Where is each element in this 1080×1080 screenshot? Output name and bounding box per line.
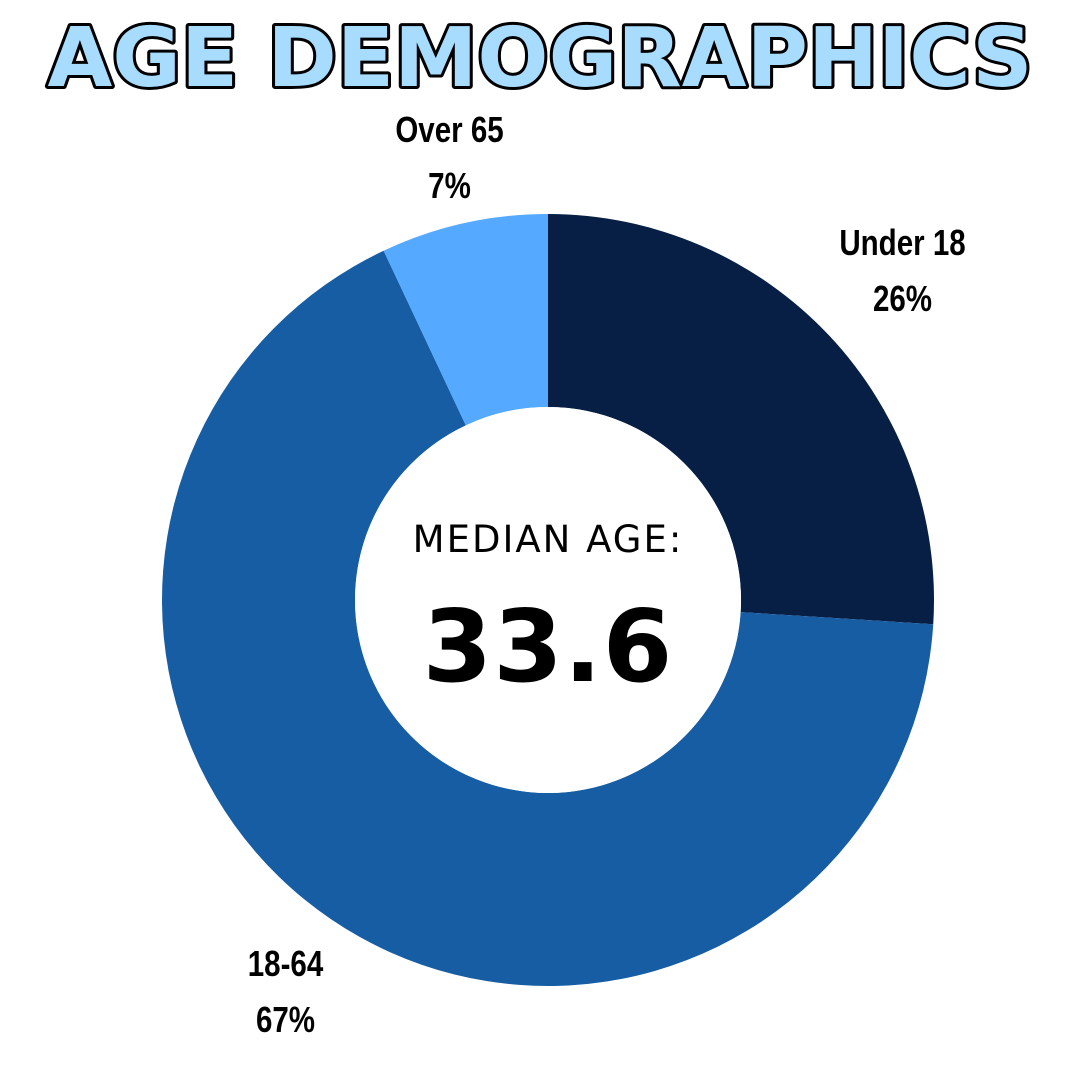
chart-title: AGE DEMOGRAPHICS <box>45 8 1036 109</box>
slice-name-under-18: Under 18 <box>839 222 966 263</box>
median-age-value: 33.6 <box>422 588 674 705</box>
donut-slice-18-64 <box>161 250 934 986</box>
slice-label-over-65: Over 65 7% <box>378 102 522 214</box>
slice-label-under-18: Under 18 26% <box>831 215 975 327</box>
slice-name-over-65: Over 65 <box>395 109 504 150</box>
title-text: AGE DEMOGRAPHICS <box>48 11 1033 106</box>
median-age-caption: MEDIAN AGE: <box>412 518 684 561</box>
slice-percent-under-18: 26% <box>872 278 933 319</box>
donut-slice-under-18 <box>548 214 934 625</box>
donut-slice-over-65 <box>383 214 548 426</box>
slice-label-18-64: 18-64 67% <box>214 936 358 1048</box>
slice-name-18-64: 18-64 <box>247 943 324 984</box>
donut-hole <box>355 407 741 793</box>
slice-percent-over-65: 7% <box>428 165 471 206</box>
slice-percent-18-64: 67% <box>255 999 316 1040</box>
